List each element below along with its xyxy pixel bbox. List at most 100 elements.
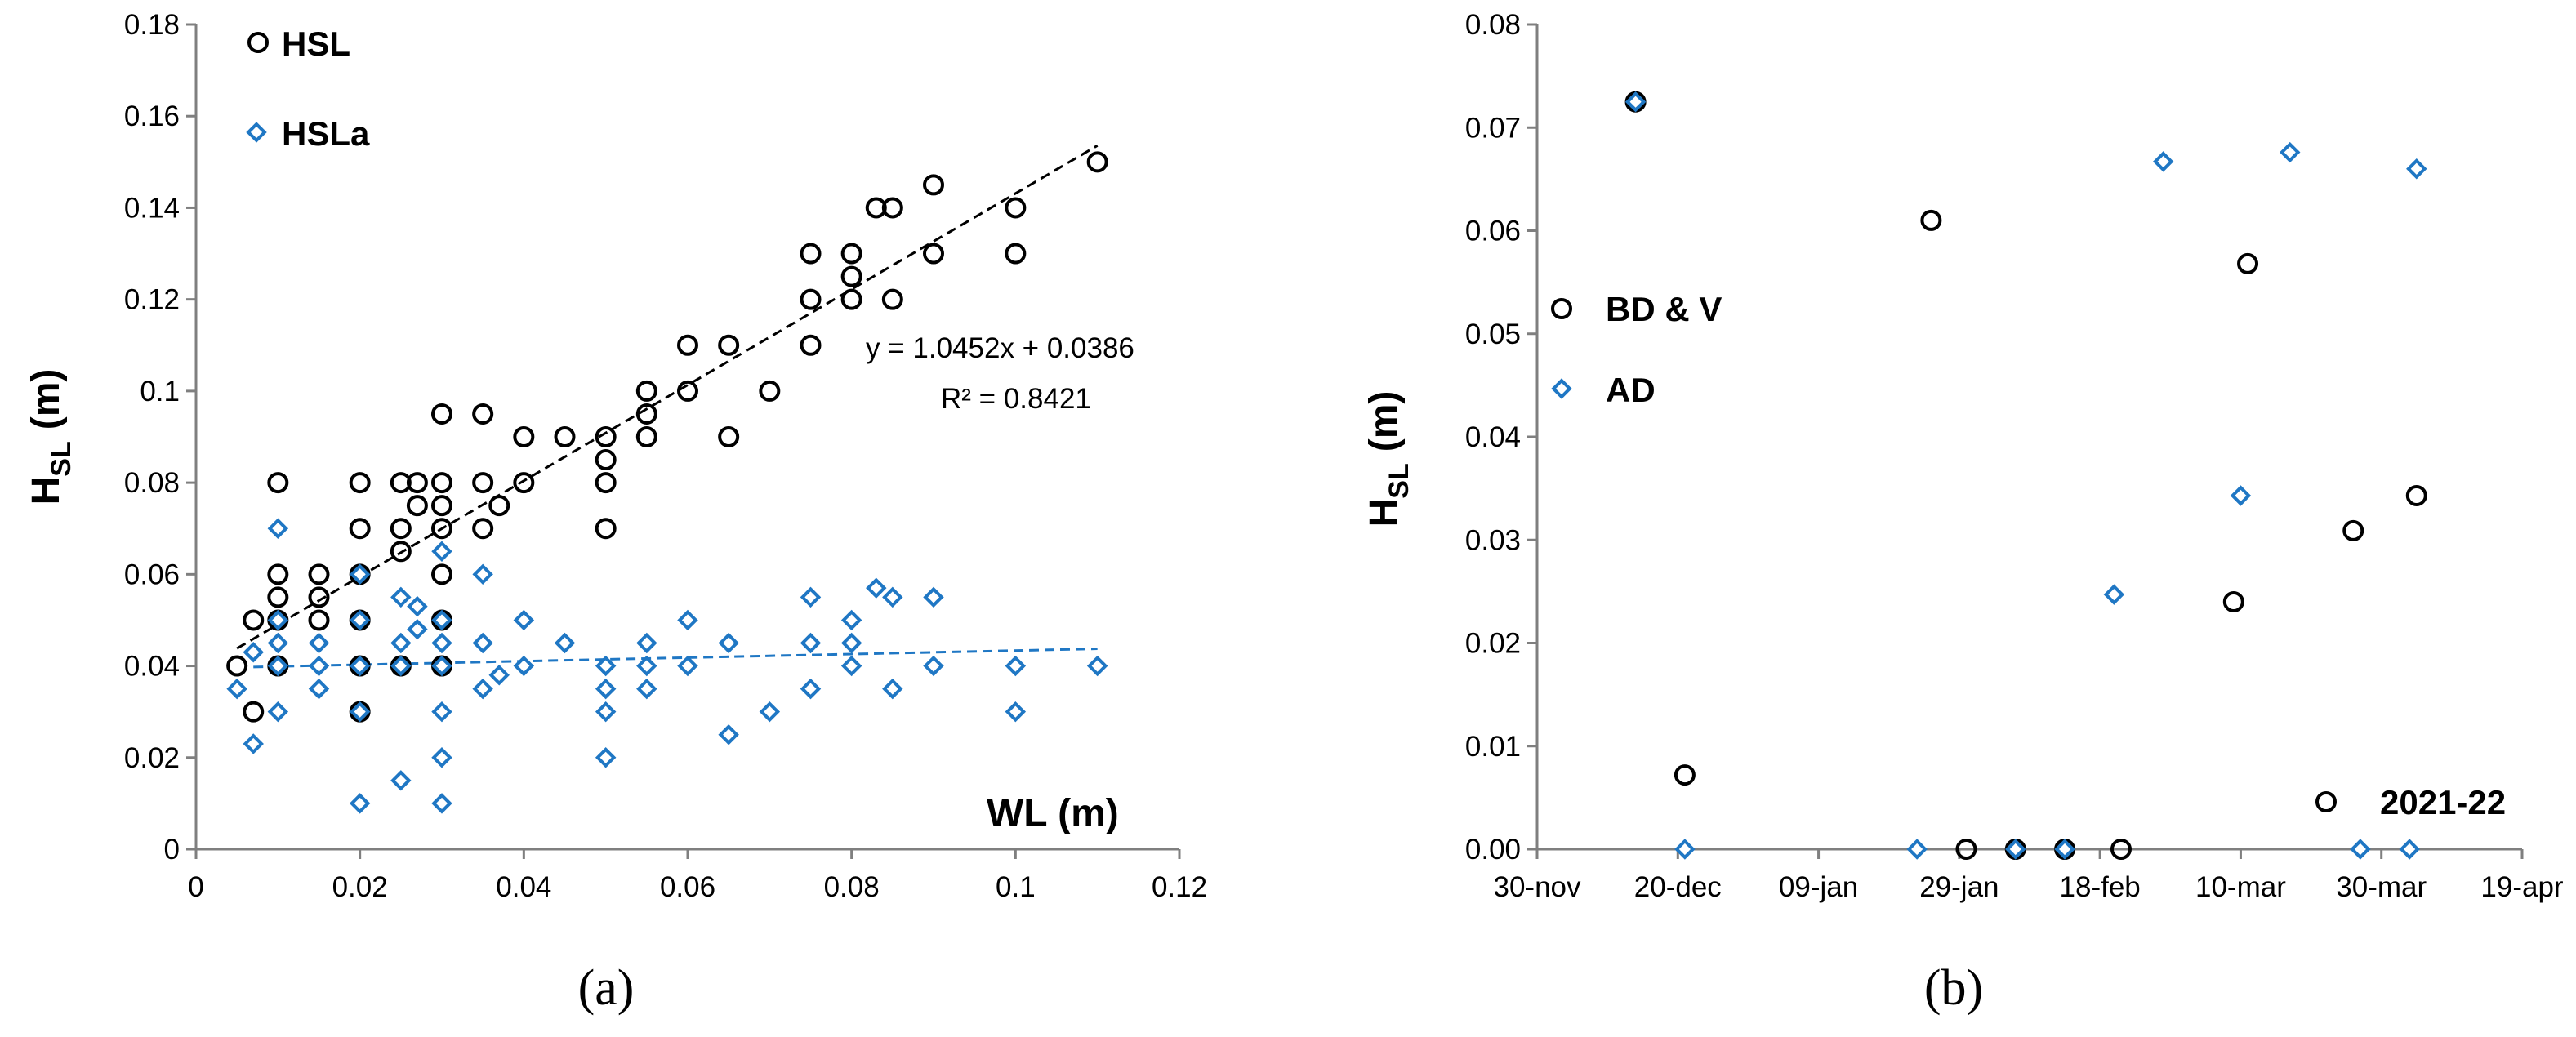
panel-a-point-hsl — [308, 563, 330, 585]
panel-a-point-hsla — [923, 586, 944, 608]
panel-a-point-hsla — [267, 655, 289, 677]
panel-a-point-hsl — [635, 380, 657, 402]
panel-a-point-hsla — [431, 701, 452, 723]
panel-a-point-hsla — [636, 678, 657, 700]
panel-a-point-hsl — [390, 518, 412, 540]
panel-a-point-hsl — [513, 426, 535, 447]
panel-b-point-bd-v — [1920, 209, 1942, 231]
panel-a-point-hsl — [406, 495, 428, 517]
panel-a-point-hsla — [407, 595, 428, 617]
panel-a-point-hsl — [431, 563, 452, 585]
panel-a-point-hsla — [308, 678, 330, 700]
panel-a-point-hsl — [595, 472, 617, 494]
panel-a-point-hsla — [308, 655, 330, 677]
panel-b-point-bd-v — [1955, 839, 1977, 860]
panel-a-point-hsla — [349, 701, 371, 723]
panel-a-point-hsl — [472, 518, 494, 540]
panel-a-point-hsla — [243, 641, 264, 663]
panel-b-point-bd-v — [2110, 839, 2132, 860]
panel-a-data-points — [226, 151, 1108, 814]
panel-a-point-hsl — [431, 495, 452, 517]
panel-a-point-hsl — [881, 288, 903, 310]
panel-a-point-hsl — [800, 334, 822, 356]
panel-a-point-hsla — [431, 655, 452, 677]
panel-a-point-hsla — [636, 655, 657, 677]
panel-b-x-tick-label: 30-mar — [2336, 871, 2427, 903]
legend-ad-marker — [1551, 378, 1572, 399]
panel-b-x-tick-label: 30-nov — [1493, 871, 1581, 903]
panel-a-point-hsla — [595, 747, 617, 768]
panel-b-point-bd-v — [2342, 519, 2364, 541]
panel-a-point-hsla — [840, 632, 862, 654]
legend-hsla-marker — [246, 122, 267, 143]
panel-a-y-tick-label: 0.02 — [124, 742, 180, 774]
panel-b-x-tick-label: 10-mar — [2195, 871, 2286, 903]
panel-a-ticks: 0 0.02 0.04 0.06 0.08 0.1 0.12 0 0.02 0.04 0.06 0.0… — [124, 9, 1207, 903]
panel-a-point-hsla — [267, 518, 289, 539]
panel-a-y-tick-label: 0.04 — [124, 651, 180, 683]
panel-a-point-hsla — [718, 632, 739, 654]
panel-a-x-tick-label: 0 — [188, 871, 203, 903]
panel-a-scatter-chart: 0 0.02 0.04 0.06 0.08 0.1 0.12 0 0.02 0.04 0.06 0.0… — [25, 9, 1207, 1016]
season-marker — [2315, 791, 2337, 812]
panel-a-point-hsla — [882, 678, 903, 700]
panel-a-point-hsla — [431, 793, 452, 814]
panel-b-y-tick-label: 0.00 — [1465, 834, 1521, 866]
legend-hsl-label: HSL — [282, 24, 350, 63]
panel-a-point-hsla — [267, 632, 289, 654]
panel-a-point-hsl — [677, 380, 698, 402]
panel-a-point-hsl — [718, 334, 740, 356]
panel-b-point-ad — [2280, 141, 2301, 163]
panel-a-point-hsl — [308, 586, 330, 608]
panel-a-point-hsl — [349, 518, 371, 540]
panel-a-point-hsla — [390, 586, 412, 608]
season-label: 2021-22 — [2380, 783, 2506, 821]
panel-a-point-hsl — [635, 426, 657, 447]
panel-a-point-hsla — [431, 747, 452, 768]
panel-a-point-hsl — [759, 380, 781, 402]
panel-a-point-hsla — [513, 609, 535, 631]
panel-a-point-hsla — [472, 563, 493, 585]
panel-a-trendline-hsl — [236, 144, 1099, 650]
panel-a-x-tick-label: 0.02 — [332, 871, 388, 903]
panel-a-y-tick-label: 0.08 — [124, 467, 180, 499]
svg-text:HSL(m): HSL(m) — [1362, 391, 1415, 527]
panel-a-trendline-hsla — [253, 648, 1098, 669]
panel-b-point-ad — [1906, 839, 1928, 860]
panel-a-point-hsl — [1086, 151, 1108, 173]
panel-a-point-hsla — [554, 632, 576, 654]
panel-a-point-hsl — [513, 472, 535, 494]
panel-a-point-hsla — [800, 678, 822, 700]
panel-b-point-ad — [2054, 839, 2075, 860]
panel-a-x-axis-title: WL (m) — [987, 792, 1119, 835]
panel-a-point-hsl — [243, 701, 265, 723]
panel-b-point-ad — [2005, 839, 2026, 860]
panel-a-y-tick-label: 0.16 — [124, 100, 180, 132]
panel-a-point-hsl — [431, 518, 452, 540]
panel-b-point-bd-v — [2405, 484, 2427, 506]
panel-a-point-hsl — [226, 655, 248, 677]
panel-b-y-tick-label: 0.02 — [1465, 628, 1521, 660]
svg-text:HSL(m): HSL(m) — [25, 369, 77, 505]
panel-a-point-hsl — [595, 426, 617, 447]
panel-a-label: (a) — [578, 960, 635, 1016]
panel-a-y-tick-label: 0.18 — [124, 9, 180, 41]
panel-b-point-ad — [1624, 91, 1647, 113]
panel-a-point-hsla — [226, 678, 247, 700]
panel-a-point-hsla — [923, 655, 944, 677]
panel-b-point-ad — [1674, 839, 1696, 860]
panel-b-y-tick-label: 0.03 — [1465, 524, 1521, 556]
panel-a-point-hsl — [406, 472, 428, 494]
panel-a-point-hsla — [488, 665, 510, 686]
panel-b-y-tick-label: 0.05 — [1465, 318, 1521, 350]
panel-a-point-hsla — [267, 609, 289, 631]
panel-a-point-hsl — [1005, 197, 1027, 219]
panel-a-point-hsl — [1005, 243, 1027, 265]
panel-a-point-hsla — [243, 733, 264, 754]
panel-a-point-hsla — [595, 655, 617, 677]
legend-ad-label: AD — [1606, 371, 1656, 409]
panel-a-x-tick-label: 0.06 — [660, 871, 715, 903]
panel-a-point-hsla — [1005, 655, 1027, 677]
panel-a-point-hsl — [840, 243, 862, 265]
